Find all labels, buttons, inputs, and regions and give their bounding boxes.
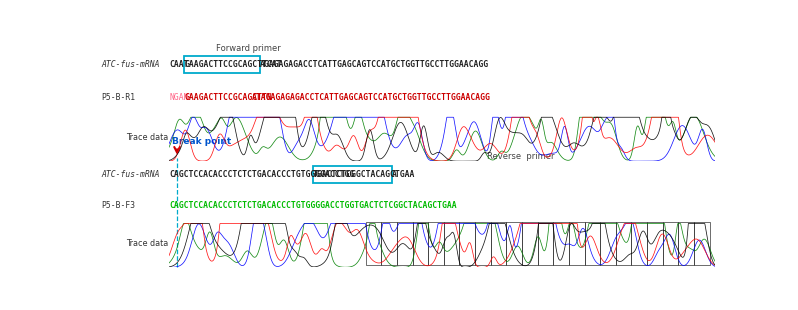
Text: P5-B-F3: P5-B-F3	[101, 201, 136, 210]
Text: GAAGACTTCCGCAGCTTCAT: GAAGACTTCCGCAGCTTCAT	[184, 60, 282, 69]
Text: NGAN: NGAN	[169, 93, 188, 102]
Text: A: A	[392, 170, 397, 179]
Text: GAAGACTTCCGCAGCTTN: GAAGACTTCCGCAGCTTN	[184, 93, 272, 102]
Text: ATC-fus-mRNA: ATC-fus-mRNA	[101, 170, 160, 179]
Text: CAGCTCCACACCCTCTCTGACACCCTGTGGGGACCTGGTGACTCTCGGCTACAGCTGAA: CAGCTCCACACCCTCTCTGACACCCTGTGGGGACCTGGTG…	[169, 201, 456, 210]
Text: TGACTCTCGGCTACAGCTGAA: TGACTCTCGGCTACAGCTGAA	[313, 170, 415, 179]
Text: Break point: Break point	[172, 137, 231, 146]
Text: CAGCTCCACACCCTCTCTGACACCCTGTGGGGACCTGG: CAGCTCCACACCCTCTCTGACACCCTGTGGGGACCTGG	[169, 170, 354, 179]
Bar	[313, 166, 392, 183]
Text: AGAGAGAGACCTCATTGAGCAGTCCATGCTGGTTGCCTTGGAACAGG: AGAGAGAGACCTCATTGAGCAGTCCATGCTGGTTGCCTTG…	[259, 60, 489, 69]
Text: Forward primer: Forward primer	[215, 44, 281, 53]
Text: ATAGAGAGAGACCTCATTGAGCAGTCCATGCTGGTTGCCTTGGAACAGG: ATAGAGAGAGACCTCATTGAGCAGTCCATGCTGGTTGCCT…	[252, 93, 491, 102]
Text: CAAT: CAAT	[169, 60, 188, 69]
Bar	[184, 56, 259, 73]
Text: Reverse  primer: Reverse primer	[487, 152, 554, 161]
Text: ATC-fus-mRNA: ATC-fus-mRNA	[101, 60, 160, 69]
Text: P5-B-R1: P5-B-R1	[101, 93, 136, 102]
